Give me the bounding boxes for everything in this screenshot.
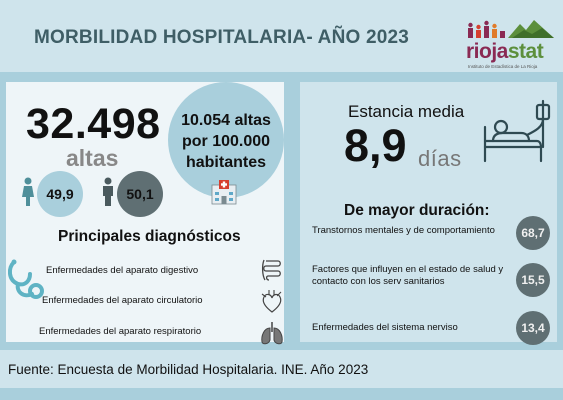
logo-wordmark: riojastat <box>466 40 544 63</box>
female-icon <box>22 177 34 206</box>
source-text: Fuente: Encuesta de Morbilidad Hospitala… <box>8 362 369 377</box>
longest-stay-title: De mayor duración: <box>344 202 490 219</box>
stay-panel: Estancia media 8,9 días De mayor duració… <box>300 82 557 345</box>
male-percentage: 50,1 <box>117 171 163 217</box>
page-title: MORBILIDAD HOSPITALARIA- AÑO 2023 <box>34 27 410 48</box>
heart-icon <box>261 290 282 313</box>
logo-subtitle: Instituto de Estadística de La Rioja <box>468 64 538 69</box>
female-percentage: 49,9 <box>37 171 83 217</box>
discharge-rate: 10.054 altas por 100.000 habitantes <box>181 112 271 171</box>
diagnoses-title: Principales diagnósticos <box>58 228 241 245</box>
longest-health-factors-value: 15,5 <box>516 263 550 297</box>
hospital-icon <box>211 180 237 205</box>
header-band: MORBILIDAD HOSPITALARIA- AÑO 2023 riojas… <box>0 0 563 72</box>
discharges-label: altas <box>66 145 119 171</box>
rate-circle <box>168 82 284 198</box>
longest-health-factors: Factores que influyen en el estado de sa… <box>312 264 504 287</box>
average-stay-label: Estancia media <box>348 102 465 121</box>
logo-figures-icon <box>468 20 554 38</box>
longest-nervous-value: 13,4 <box>516 311 550 345</box>
riojastat-logo[interactable]: riojastat Instituto de Estadística de La… <box>466 18 556 70</box>
longest-nervous: Enfermedades del sistema nerviso <box>312 322 458 333</box>
hospital-bed-icon <box>483 99 551 163</box>
total-discharges: 32.498 <box>26 100 161 148</box>
intestine-icon <box>261 259 281 281</box>
discharges-panel: 32.498 altas 49,9 50,1 10.054 altas por … <box>6 82 284 345</box>
male-icon <box>103 177 113 206</box>
diagnosis-respiratory: Enfermedades del aparato respiratorio <box>39 326 202 337</box>
longest-mental: Transtornos mentales y de comportamiento <box>312 225 495 236</box>
lungs-icon <box>261 322 283 345</box>
diagnosis-circulatory: Enfermedades del aparato circulatorio <box>42 295 203 306</box>
longest-mental-value: 68,7 <box>516 216 550 250</box>
average-stay-unit: días <box>418 146 462 171</box>
average-stay-value: 8,9 <box>344 120 407 171</box>
source-footer: Fuente: Encuesta de Morbilidad Hospitala… <box>0 350 563 388</box>
stethoscope-icon <box>7 259 44 299</box>
diagnosis-digestive: Enfermedades del aparato digestivo <box>46 265 199 276</box>
